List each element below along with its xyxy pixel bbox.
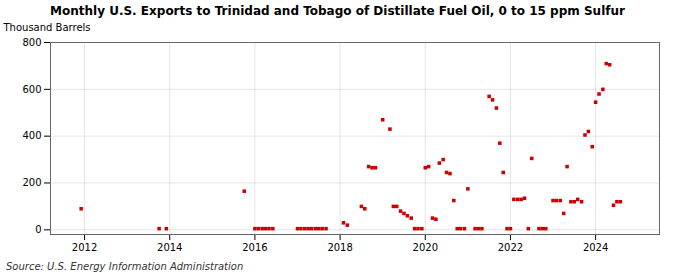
svg-text:2018: 2018 xyxy=(327,242,352,253)
svg-text:600: 600 xyxy=(22,84,41,95)
svg-text:2016: 2016 xyxy=(242,242,267,253)
svg-text:2014: 2014 xyxy=(157,242,182,253)
svg-text:200: 200 xyxy=(22,177,41,188)
svg-text:800: 800 xyxy=(22,37,41,48)
html-text:Source: U.S. Energy Informatio: Source: U.S. Energy Information Administ… xyxy=(6,261,244,272)
svg-text:400: 400 xyxy=(22,130,41,141)
html-text:Monthly U.S. Exports to Trinid: Monthly U.S. Exports to Trinidad and Tob… xyxy=(50,4,625,18)
svg-text:0: 0 xyxy=(35,224,41,235)
svg-text:2022: 2022 xyxy=(498,242,523,253)
svg-text:2020: 2020 xyxy=(413,242,438,253)
svg-text:2012: 2012 xyxy=(72,242,97,253)
svg-text:2024: 2024 xyxy=(583,242,608,253)
svg-text:Thousand Barrels: Thousand Barrels xyxy=(3,22,91,33)
